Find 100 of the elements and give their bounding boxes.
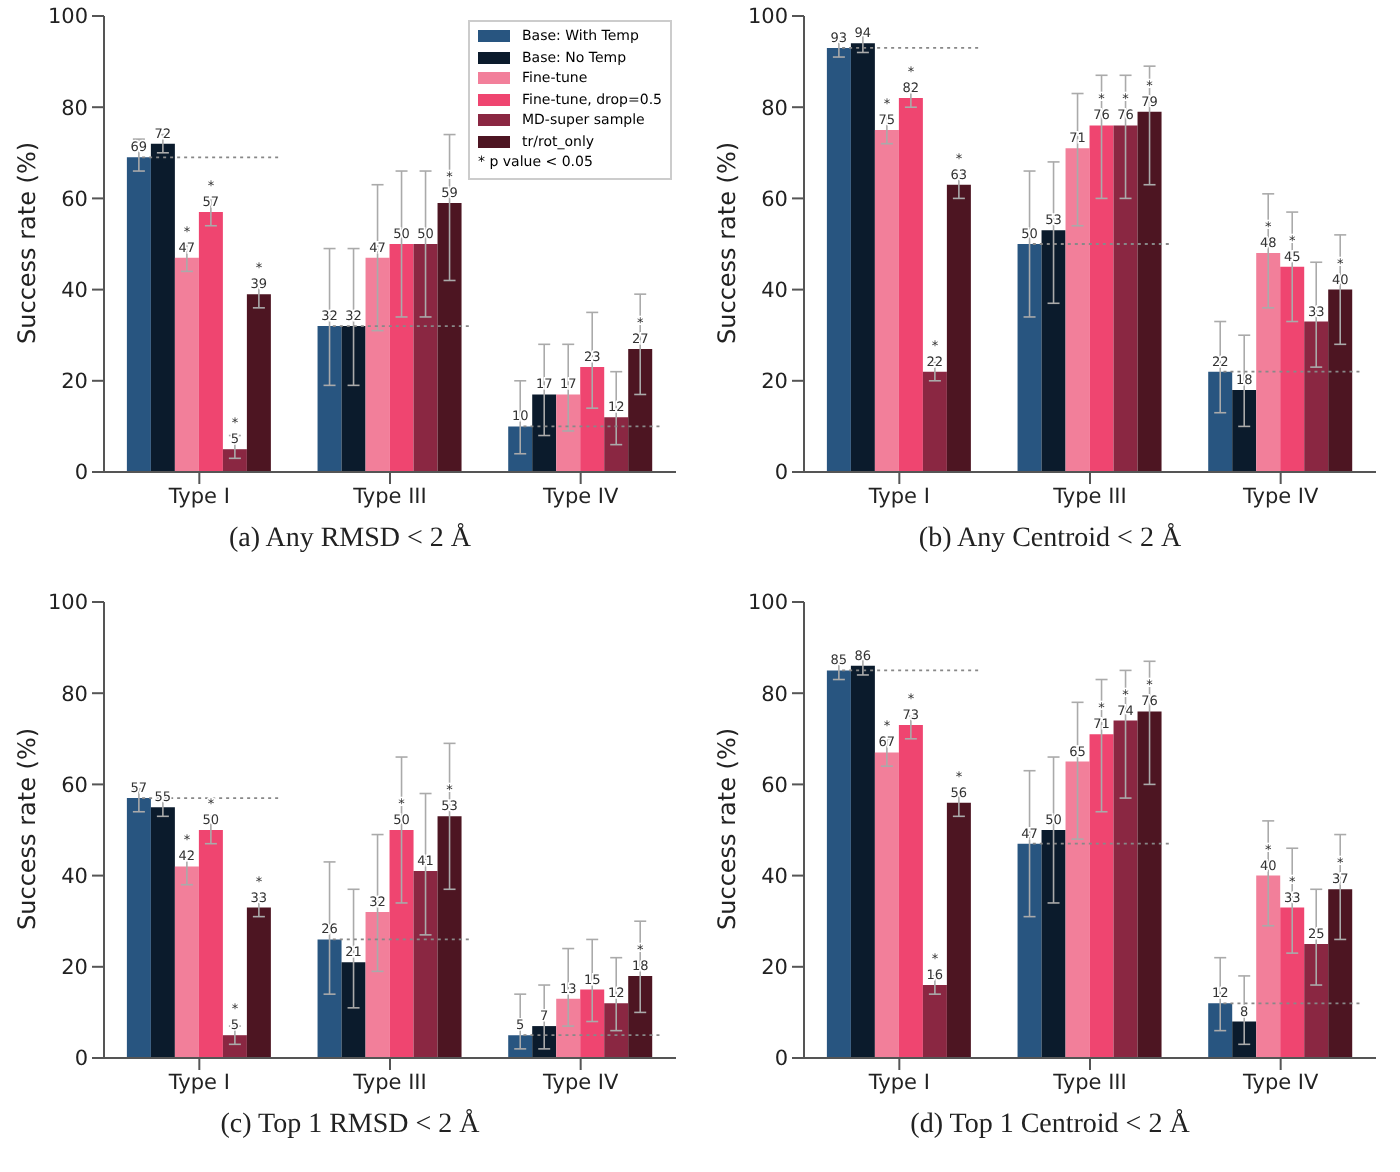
bar <box>946 802 971 1058</box>
bar <box>222 1035 247 1058</box>
x-tick-label: Type IV <box>1240 484 1321 509</box>
text: (c) Top 1 RMSD < 2 Å <box>218 1110 482 1142</box>
bar <box>1113 125 1138 472</box>
bar <box>1017 244 1042 472</box>
y-tick-label: 80 <box>61 96 88 121</box>
bar <box>389 830 414 1058</box>
y-tick-label: 100 <box>747 5 788 30</box>
bar <box>341 326 366 472</box>
y-tick-label: 80 <box>61 682 88 707</box>
bar <box>826 47 851 472</box>
y-tick-label: 80 <box>761 682 788 707</box>
x-tick-label: Type III <box>351 1070 427 1095</box>
bar <box>1208 1003 1233 1058</box>
bar <box>946 184 971 472</box>
x-tick-label: Type I <box>866 1070 930 1095</box>
y-tick-label: 60 <box>761 187 788 212</box>
bar <box>826 670 851 1058</box>
x-tick-label: Type I <box>866 484 930 509</box>
bar <box>1208 371 1233 472</box>
x-tick-label: Type I <box>166 484 230 509</box>
bar <box>604 417 629 472</box>
bar <box>1280 266 1305 472</box>
bar <box>1065 761 1090 1058</box>
bar <box>198 830 223 1058</box>
bar <box>1304 321 1329 472</box>
bar <box>246 907 271 1058</box>
bar <box>437 202 462 472</box>
y-axis-title: Success rate (%) <box>12 727 41 930</box>
y-tick-label: 60 <box>761 773 788 798</box>
bar <box>556 394 581 472</box>
x-tick-label: Type IV <box>1240 1070 1321 1095</box>
bar <box>1256 253 1281 472</box>
bar <box>126 157 151 472</box>
bar <box>222 449 247 472</box>
y-tick-label: 60 <box>61 187 88 212</box>
bar <box>1328 889 1353 1058</box>
bar <box>1113 720 1138 1058</box>
y-tick-label: 0 <box>774 461 788 486</box>
text: (d) Top 1 Centroid < 2 Å <box>908 1110 1192 1142</box>
text: (a) Any RMSD < 2 Å <box>226 524 474 556</box>
bar <box>365 257 390 472</box>
y-axis-title: Success rate (%) <box>12 141 41 344</box>
bar <box>1232 1021 1257 1058</box>
bar <box>1328 289 1353 472</box>
y-tick-label: 60 <box>61 773 88 798</box>
bar <box>898 98 923 472</box>
bar <box>898 725 923 1058</box>
x-tick-label: Type I <box>166 1070 230 1095</box>
y-tick-label: 40 <box>761 865 788 890</box>
bar <box>1089 125 1114 472</box>
y-tick-label: 0 <box>774 1047 788 1072</box>
y-axis-title: Success rate (%) <box>712 141 741 344</box>
bar <box>508 426 533 472</box>
bar <box>413 871 438 1058</box>
y-tick-label: 40 <box>61 865 88 890</box>
bar <box>365 912 390 1058</box>
bar <box>580 367 605 472</box>
bar <box>874 752 899 1058</box>
x-tick-label: Type IV <box>540 484 621 509</box>
bar <box>1256 875 1281 1058</box>
bar <box>1304 944 1329 1058</box>
bar <box>126 798 151 1058</box>
bar <box>1017 843 1042 1058</box>
x-tick-label: Type III <box>351 484 427 509</box>
bar <box>317 326 342 472</box>
y-tick-label: 40 <box>61 279 88 304</box>
bar <box>850 43 875 472</box>
bar <box>150 807 175 1058</box>
bar <box>1137 111 1162 472</box>
bar <box>389 244 414 472</box>
bar <box>922 371 947 472</box>
y-tick-label: 20 <box>61 956 88 981</box>
bar <box>604 1003 629 1058</box>
y-tick-label: 100 <box>747 591 788 616</box>
bar <box>317 939 342 1058</box>
y-tick-label: 0 <box>74 461 88 486</box>
bar <box>413 244 438 472</box>
y-tick-label: 100 <box>47 591 88 616</box>
y-tick-label: 0 <box>74 1047 88 1072</box>
y-tick-label: 100 <box>47 5 88 30</box>
bar <box>628 348 653 472</box>
bar <box>1041 830 1066 1058</box>
bar <box>341 962 366 1058</box>
bar <box>1065 148 1090 472</box>
bar <box>532 394 557 472</box>
bar <box>922 985 947 1058</box>
y-tick-label: 40 <box>761 279 788 304</box>
bar <box>628 975 653 1058</box>
x-tick-label: Type IV <box>540 1070 621 1095</box>
bar <box>874 130 899 472</box>
y-tick-label: 20 <box>761 370 788 395</box>
x-tick-label: Type III <box>1051 1070 1127 1095</box>
bar <box>1232 389 1257 472</box>
bar <box>850 665 875 1058</box>
bar <box>437 816 462 1058</box>
y-tick-label: 20 <box>61 370 88 395</box>
bar <box>580 989 605 1058</box>
y-tick-label: 20 <box>761 956 788 981</box>
